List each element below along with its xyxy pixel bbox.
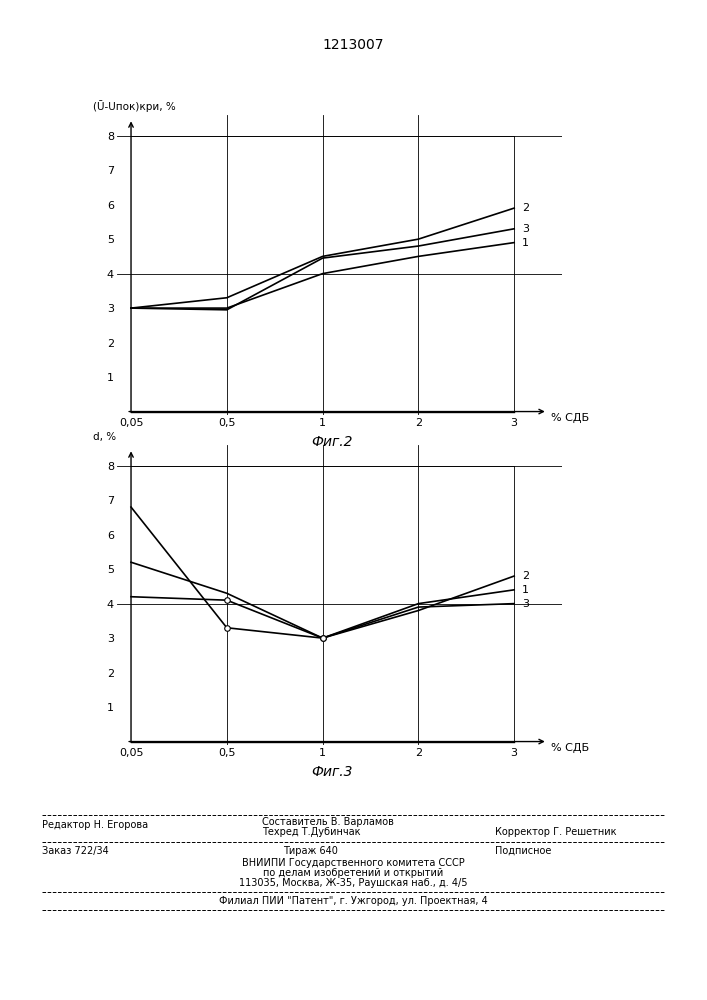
Text: 1: 1 [522,585,529,595]
Text: Заказ 722/34: Заказ 722/34 [42,846,109,856]
Text: Фиг.2: Фиг.2 [312,435,353,449]
Text: Редактор Н. Егорова: Редактор Н. Егорова [42,820,148,830]
Text: 113035, Москва, Ж-35, Раушская наб., д. 4/5: 113035, Москва, Ж-35, Раушская наб., д. … [239,878,468,888]
Text: 2: 2 [522,571,529,581]
Text: 3: 3 [522,599,529,609]
Text: d, %: d, % [93,432,116,442]
Text: 1: 1 [522,238,529,248]
Text: 2: 2 [522,203,529,213]
Text: по делам изобретений и открытий: по делам изобретений и открытий [264,868,443,878]
Text: Техред Т.Дубинчак: Техред Т.Дубинчак [262,827,360,837]
Text: (Ū-Uпок)кри, %: (Ū-Uпок)кри, % [93,100,175,112]
Text: Фиг.3: Фиг.3 [312,765,353,779]
Text: Тираж 640: Тираж 640 [283,846,338,856]
Text: ВНИИПИ Государственного комитета СССР: ВНИИПИ Государственного комитета СССР [242,858,465,868]
Text: Подписное: Подписное [495,846,551,856]
Text: % СДБ: % СДБ [551,743,589,753]
Text: % СДБ: % СДБ [551,413,589,423]
Text: 3: 3 [522,224,529,234]
Text: Составитель В. Варламов: Составитель В. Варламов [262,817,394,827]
Text: Филиал ПИИ "Патент", г. Ужгород, ул. Проектная, 4: Филиал ПИИ "Патент", г. Ужгород, ул. Про… [219,896,488,906]
Text: 1213007: 1213007 [323,38,384,52]
Text: Корректор Г. Решетник: Корректор Г. Решетник [495,827,617,837]
